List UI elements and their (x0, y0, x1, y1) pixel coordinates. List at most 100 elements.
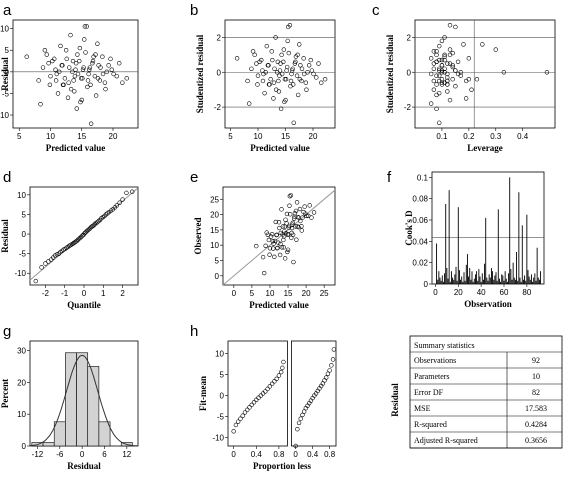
data-point-h (265, 386, 270, 392)
data-point-e (280, 224, 286, 229)
data-point-e (287, 203, 292, 208)
data-point-d (124, 190, 129, 196)
summary-row-label: R-squared (414, 420, 447, 429)
x-axis-label-b: Predicted value (250, 143, 310, 153)
data-point-a (73, 67, 78, 72)
data-point-h (325, 371, 331, 376)
x-tick-label-h: 0.8 (273, 450, 285, 459)
data-point-a (86, 71, 91, 77)
x-tick-label-d: -2 (42, 289, 50, 298)
data-point-c (453, 68, 458, 73)
data-point-d (102, 213, 107, 219)
data-point-h (281, 359, 286, 365)
x-tick-label-b: 20 (309, 132, 318, 141)
data-point-e (309, 215, 314, 220)
data-point-a (46, 60, 51, 66)
data-point-b (272, 66, 277, 71)
data-point-a (53, 78, 59, 83)
data-point-c (437, 73, 442, 78)
data-point-b (305, 70, 310, 75)
data-point-h (324, 375, 329, 380)
data-point-a (100, 54, 105, 59)
y-tick-label-h: -10 (212, 434, 224, 443)
y-axis-label-g: Percent (0, 379, 10, 408)
data-point-h (245, 407, 250, 413)
data-point-e (290, 222, 295, 227)
summary-statistics-panel: Residual Summary statistics Observations… (390, 335, 563, 449)
data-point-c (439, 63, 445, 68)
panel-letter-f: f (387, 169, 392, 186)
data-point-c (445, 71, 450, 77)
data-point-b (266, 82, 272, 87)
data-point-b (284, 68, 289, 73)
data-point-a (70, 69, 75, 75)
data-point-b (259, 57, 264, 63)
data-point-a (38, 102, 43, 107)
y-axis-label-d: Residual (0, 219, 10, 253)
x-tick-label-c: 0.2 (463, 132, 475, 141)
data-point-c (450, 77, 455, 82)
x-tick-label-c: 0.4 (517, 132, 529, 141)
data-point-c (450, 64, 455, 70)
summary-row-label: Observations (414, 356, 456, 365)
data-point-e (264, 230, 269, 235)
data-point-h (278, 369, 284, 375)
data-point-b (298, 63, 303, 68)
data-point-e (286, 225, 291, 230)
y-tick-label-f: 0.02 (412, 259, 428, 268)
data-point-c (431, 87, 437, 92)
data-point-a (88, 82, 93, 88)
data-point-c (439, 57, 445, 63)
data-point-e (277, 225, 282, 231)
x-tick-label-h: 0.4 (251, 450, 263, 459)
data-point-h (269, 381, 275, 387)
x-tick-label-h: 0 (231, 450, 236, 459)
data-point-c (447, 61, 453, 66)
data-point-h (301, 409, 307, 414)
data-point-a (83, 50, 88, 55)
summary-row-value: 17.583 (525, 404, 547, 413)
data-point-a (103, 86, 108, 92)
data-point-c (439, 68, 445, 73)
data-point-h (256, 395, 261, 400)
data-point-a (106, 63, 111, 68)
data-point-a (93, 93, 99, 98)
data-point-e (274, 246, 280, 251)
data-point-c (431, 66, 437, 71)
data-point-b (265, 63, 271, 68)
data-point-e (278, 230, 284, 236)
data-point-c (442, 57, 447, 63)
plot-frame-h (227, 340, 288, 447)
data-point-a (120, 80, 125, 85)
x-tick-label-f: 0 (433, 288, 438, 297)
data-point-b (252, 52, 257, 58)
x-tick-label-d: 1 (101, 289, 106, 298)
data-point-b (245, 78, 250, 84)
y-tick-label-d: -5 (19, 250, 27, 259)
y-tick-label-c: -2 (404, 103, 412, 112)
data-point-c (445, 75, 450, 80)
data-point-e (297, 206, 303, 212)
data-point-c (439, 38, 445, 44)
data-point-e (292, 211, 298, 216)
data-point-b (302, 71, 307, 77)
data-point-a (74, 106, 79, 111)
data-point-a (40, 65, 46, 70)
y-axis-label-b: Studentized residual (195, 34, 205, 113)
data-point-e (292, 214, 297, 219)
data-point-h (242, 410, 248, 415)
data-point-b (260, 78, 266, 84)
data-point-d (56, 251, 62, 256)
x-tick-label-g: -12 (32, 450, 44, 459)
data-point-b (276, 89, 282, 94)
data-point-b (293, 54, 299, 59)
data-point-c (428, 56, 434, 61)
data-point-c (437, 43, 442, 49)
x-tick-label-f: 60 (500, 288, 509, 297)
data-point-a (114, 73, 119, 79)
data-point-c (474, 77, 480, 82)
y-tick-label-e: 15 (210, 226, 219, 235)
data-point-e (288, 212, 293, 217)
data-point-b (264, 43, 269, 49)
